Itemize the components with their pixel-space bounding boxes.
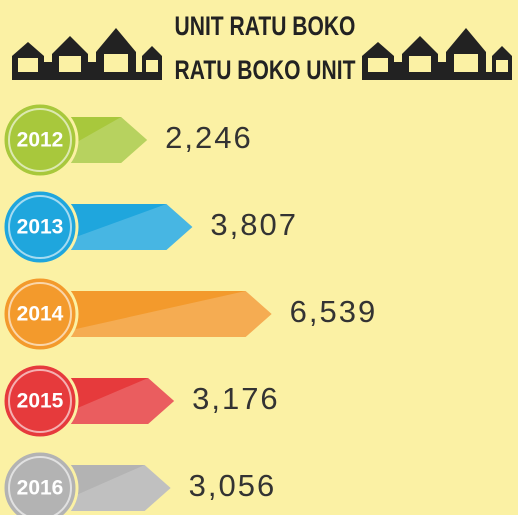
bar (40, 204, 193, 250)
year-label: 2012 (17, 129, 64, 152)
year-label: 2014 (17, 303, 64, 326)
bar-highlight (40, 291, 272, 337)
year-badge (1, 101, 79, 179)
bar (40, 291, 272, 337)
year-badge-ring (8, 369, 72, 433)
year-badge (1, 362, 79, 440)
chart-title: UNIT RATU BOKO (175, 12, 356, 42)
year-badge-ring (8, 282, 72, 346)
year-label: 2013 (17, 216, 64, 239)
year-badge (1, 275, 79, 353)
building-icon (12, 28, 162, 80)
building-icon (362, 28, 512, 80)
bar-highlight (40, 204, 193, 250)
year-badge-ring (8, 108, 72, 172)
year-label: 2016 (17, 477, 64, 500)
value-label: 3,056 (189, 468, 277, 503)
year-badge-ring (8, 456, 72, 515)
value-label: 6,539 (290, 294, 378, 329)
year-label: 2015 (17, 390, 64, 413)
value-label: 3,176 (192, 381, 280, 416)
chart-subtitle: RATU BOKO UNIT (175, 56, 356, 86)
year-badge (1, 449, 79, 515)
year-badge-ring (8, 195, 72, 259)
year-badge (1, 188, 79, 266)
value-label: 3,807 (210, 207, 298, 242)
value-label: 2,246 (165, 120, 253, 155)
